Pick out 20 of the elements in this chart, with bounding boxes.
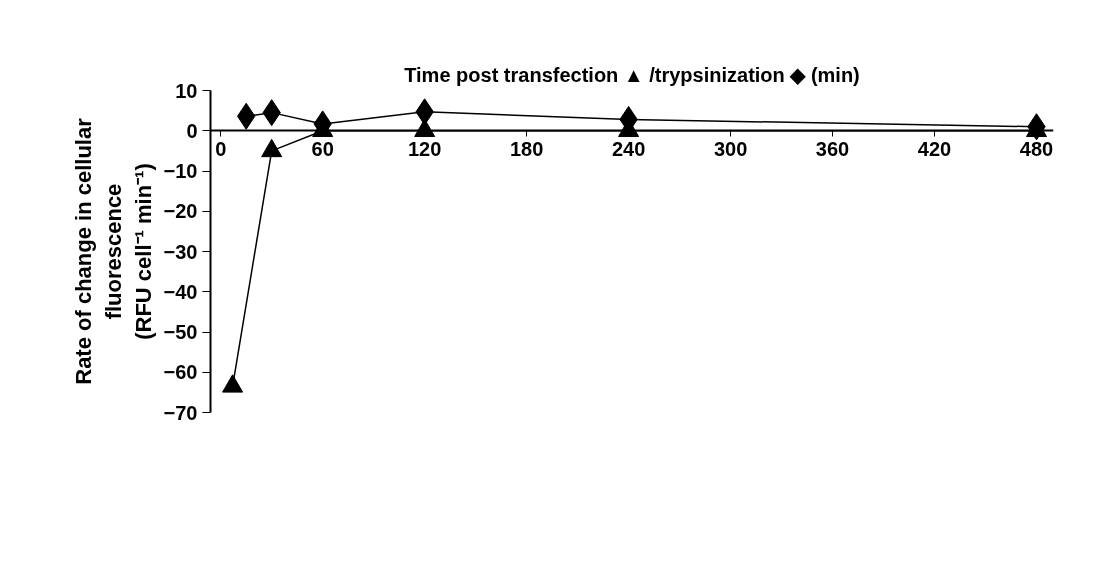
y-tick-label: −60 <box>163 361 198 384</box>
y-tick-label: −70 <box>163 401 198 424</box>
x-tick-label: 300 <box>713 137 748 160</box>
x-tick-label: 480 <box>1019 137 1054 160</box>
y-axis-title: Rate of change in cellular fluorescence (RFU cell⁻¹ min⁻¹) <box>70 117 156 385</box>
x-tick-label: 60 <box>311 137 334 160</box>
y-tick-label: −30 <box>163 240 198 263</box>
x-tick-label: 120 <box>407 137 442 160</box>
x-axis-title: Time post transfection ▲ /trypsinization ◆ (min) <box>404 63 860 86</box>
y-tick-label: −50 <box>163 321 198 343</box>
x-tick-label: 240 <box>611 137 646 160</box>
y-tick-label: 0 <box>186 119 198 142</box>
y-tick-label: −20 <box>163 200 198 223</box>
x-tick-label: 0 <box>215 137 227 160</box>
x-tick-label: 420 <box>917 137 952 160</box>
y-tick-label: −40 <box>163 280 198 303</box>
x-tick-label: 360 <box>815 137 850 160</box>
y-tick-label: −10 <box>163 160 198 182</box>
x-tick-label: 180 <box>509 137 544 160</box>
y-tick-label: 10 <box>175 79 198 102</box>
